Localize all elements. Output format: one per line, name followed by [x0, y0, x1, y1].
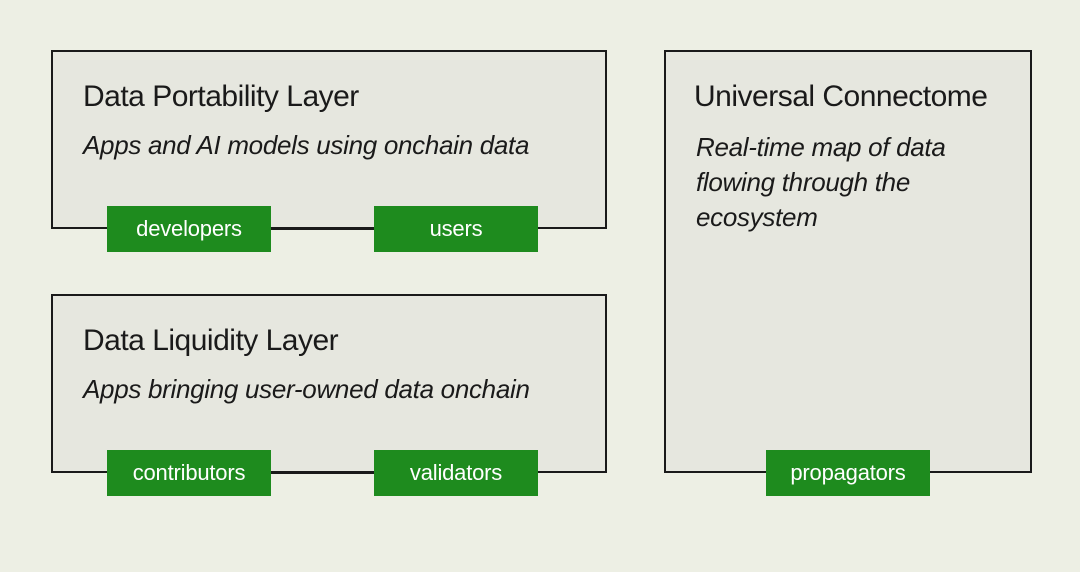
portability-title: Data Portability Layer [83, 80, 359, 114]
liquidity-subtitle: Apps bringing user-owned data onchain [83, 374, 530, 405]
liquidity-title: Data Liquidity Layer [83, 324, 338, 358]
tag-users-label: users [430, 216, 483, 242]
box-connectome: Universal Connectome Real-time map of da… [664, 50, 1032, 473]
tag-validators-label: validators [410, 460, 502, 486]
tag-developers: developers [107, 206, 271, 252]
connectome-subtitle: Real-time map of data flowing through th… [696, 130, 986, 235]
tag-users: users [374, 206, 538, 252]
box-portability: Data Portability Layer Apps and AI model… [51, 50, 607, 229]
connectome-title: Universal Connectome [694, 80, 987, 114]
tag-validators: validators [374, 450, 538, 496]
tag-propagators-label: propagators [790, 460, 905, 486]
tag-contributors: contributors [107, 450, 271, 496]
portability-subtitle: Apps and AI models using onchain data [83, 130, 529, 161]
connector-portability [271, 228, 374, 230]
tag-contributors-label: contributors [133, 460, 246, 486]
tag-propagators: propagators [766, 450, 930, 496]
box-liquidity: Data Liquidity Layer Apps bringing user-… [51, 294, 607, 473]
connector-liquidity [271, 472, 374, 474]
tag-developers-label: developers [136, 216, 242, 242]
